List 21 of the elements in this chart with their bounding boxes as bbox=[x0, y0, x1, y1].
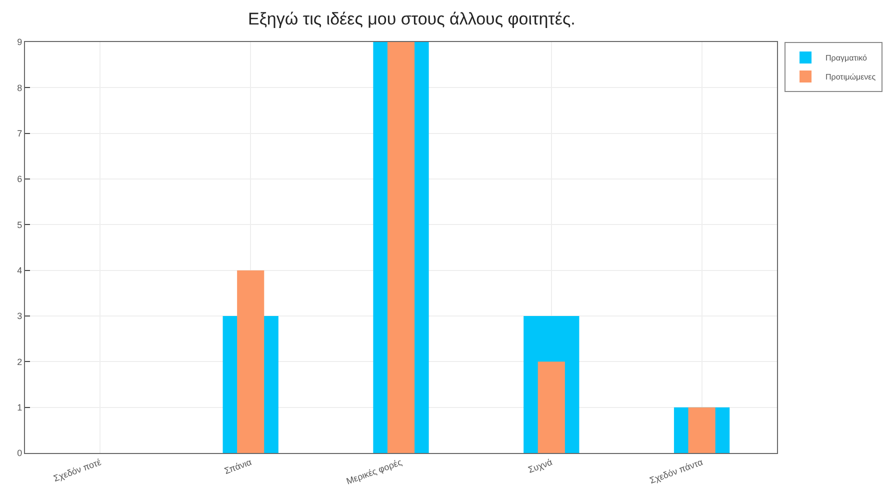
y-tick-label: 6 bbox=[17, 174, 22, 184]
y-tick-label: 2 bbox=[17, 356, 22, 367]
legend-label: Προτιμώμενες bbox=[826, 72, 876, 82]
x-tick-label: Σπάνια bbox=[222, 457, 253, 476]
y-tick-label: 0 bbox=[17, 448, 22, 458]
legend-label: Πραγματικό bbox=[826, 54, 868, 63]
y-tick-label: 7 bbox=[17, 128, 22, 138]
bar bbox=[237, 270, 264, 453]
y-tick-label: 5 bbox=[17, 220, 22, 230]
x-tick-label: Σχεδόν πάντα bbox=[648, 457, 704, 486]
x-tick-label: Σχεδόν ποτέ bbox=[52, 457, 102, 484]
bar bbox=[387, 42, 415, 453]
x-tick-label: Συχνά bbox=[526, 457, 554, 475]
bar bbox=[688, 407, 716, 453]
y-tick-label: 8 bbox=[17, 82, 22, 93]
chart-title: Εξηγώ τις ιδέες μου στους άλλους φοιτητές. bbox=[248, 9, 576, 28]
y-tick-label: 4 bbox=[17, 265, 22, 276]
y-tick-label: 9 bbox=[17, 37, 22, 48]
y-tick-label: 1 bbox=[17, 402, 22, 412]
bar bbox=[538, 362, 565, 453]
y-tick-label: 3 bbox=[17, 311, 22, 322]
